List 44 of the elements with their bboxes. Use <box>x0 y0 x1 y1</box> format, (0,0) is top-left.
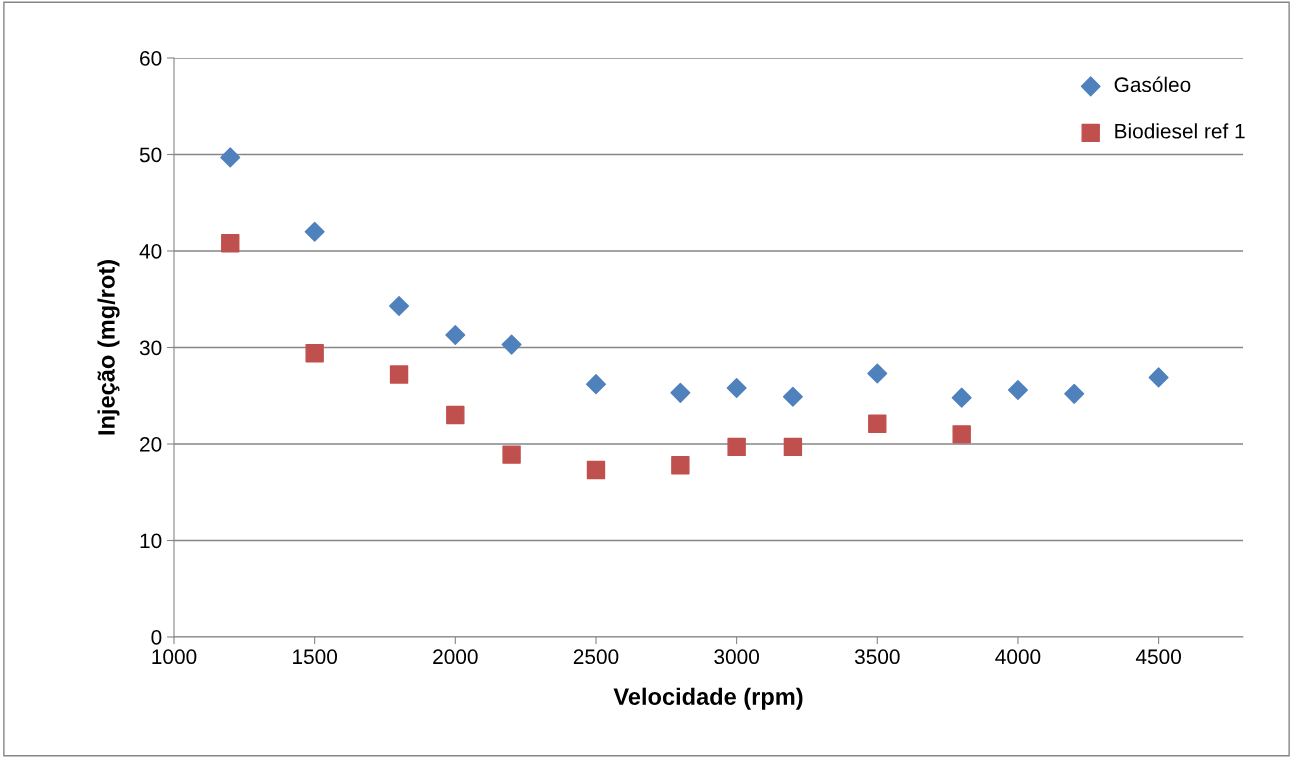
legend-label: Biodiesel ref 1 <box>1115 123 1245 139</box>
x-tick-label: 4000 <box>995 649 1041 665</box>
x-tick-label: 3500 <box>854 649 900 665</box>
point <box>783 437 803 457</box>
point <box>586 460 606 480</box>
point <box>670 382 691 403</box>
point <box>304 221 325 242</box>
point <box>305 344 324 363</box>
y-tick-label: 30 <box>139 340 162 356</box>
y-axis-title: Injeção (mg/rot) <box>97 260 120 435</box>
point <box>389 295 410 317</box>
point <box>501 334 522 355</box>
x-axis-title: Velocidade (rpm) <box>613 687 803 710</box>
x-tick-label: 1500 <box>293 649 338 665</box>
y-tick-label: 10 <box>140 533 162 549</box>
point <box>1064 383 1085 404</box>
x-tick-label: 4500 <box>1135 649 1181 665</box>
point <box>585 374 606 395</box>
legend-label: Gasóleo <box>1114 76 1191 93</box>
point <box>389 365 409 384</box>
point <box>867 363 888 384</box>
point <box>1007 379 1028 400</box>
y-tick-label: 0 <box>151 630 162 645</box>
point <box>220 147 241 168</box>
point <box>726 378 747 399</box>
x-tick-label: 1000 <box>152 649 197 665</box>
y-tick-label: 50 <box>139 147 162 163</box>
point <box>445 324 466 345</box>
y-tick-label: 20 <box>140 437 162 452</box>
y-tick-label: 60 <box>140 51 162 66</box>
point <box>671 456 690 475</box>
y-tick-label: 40 <box>139 244 162 259</box>
x-tick-label: 3000 <box>714 649 759 665</box>
point <box>782 386 803 407</box>
point <box>952 425 971 444</box>
point <box>446 405 465 425</box>
x-tick-label: 2500 <box>573 649 619 665</box>
point <box>727 437 746 457</box>
point <box>502 445 521 464</box>
point <box>868 414 887 433</box>
point <box>951 387 972 408</box>
point <box>1148 367 1169 388</box>
point <box>221 234 240 253</box>
x-tick-label: 2000 <box>433 649 478 665</box>
